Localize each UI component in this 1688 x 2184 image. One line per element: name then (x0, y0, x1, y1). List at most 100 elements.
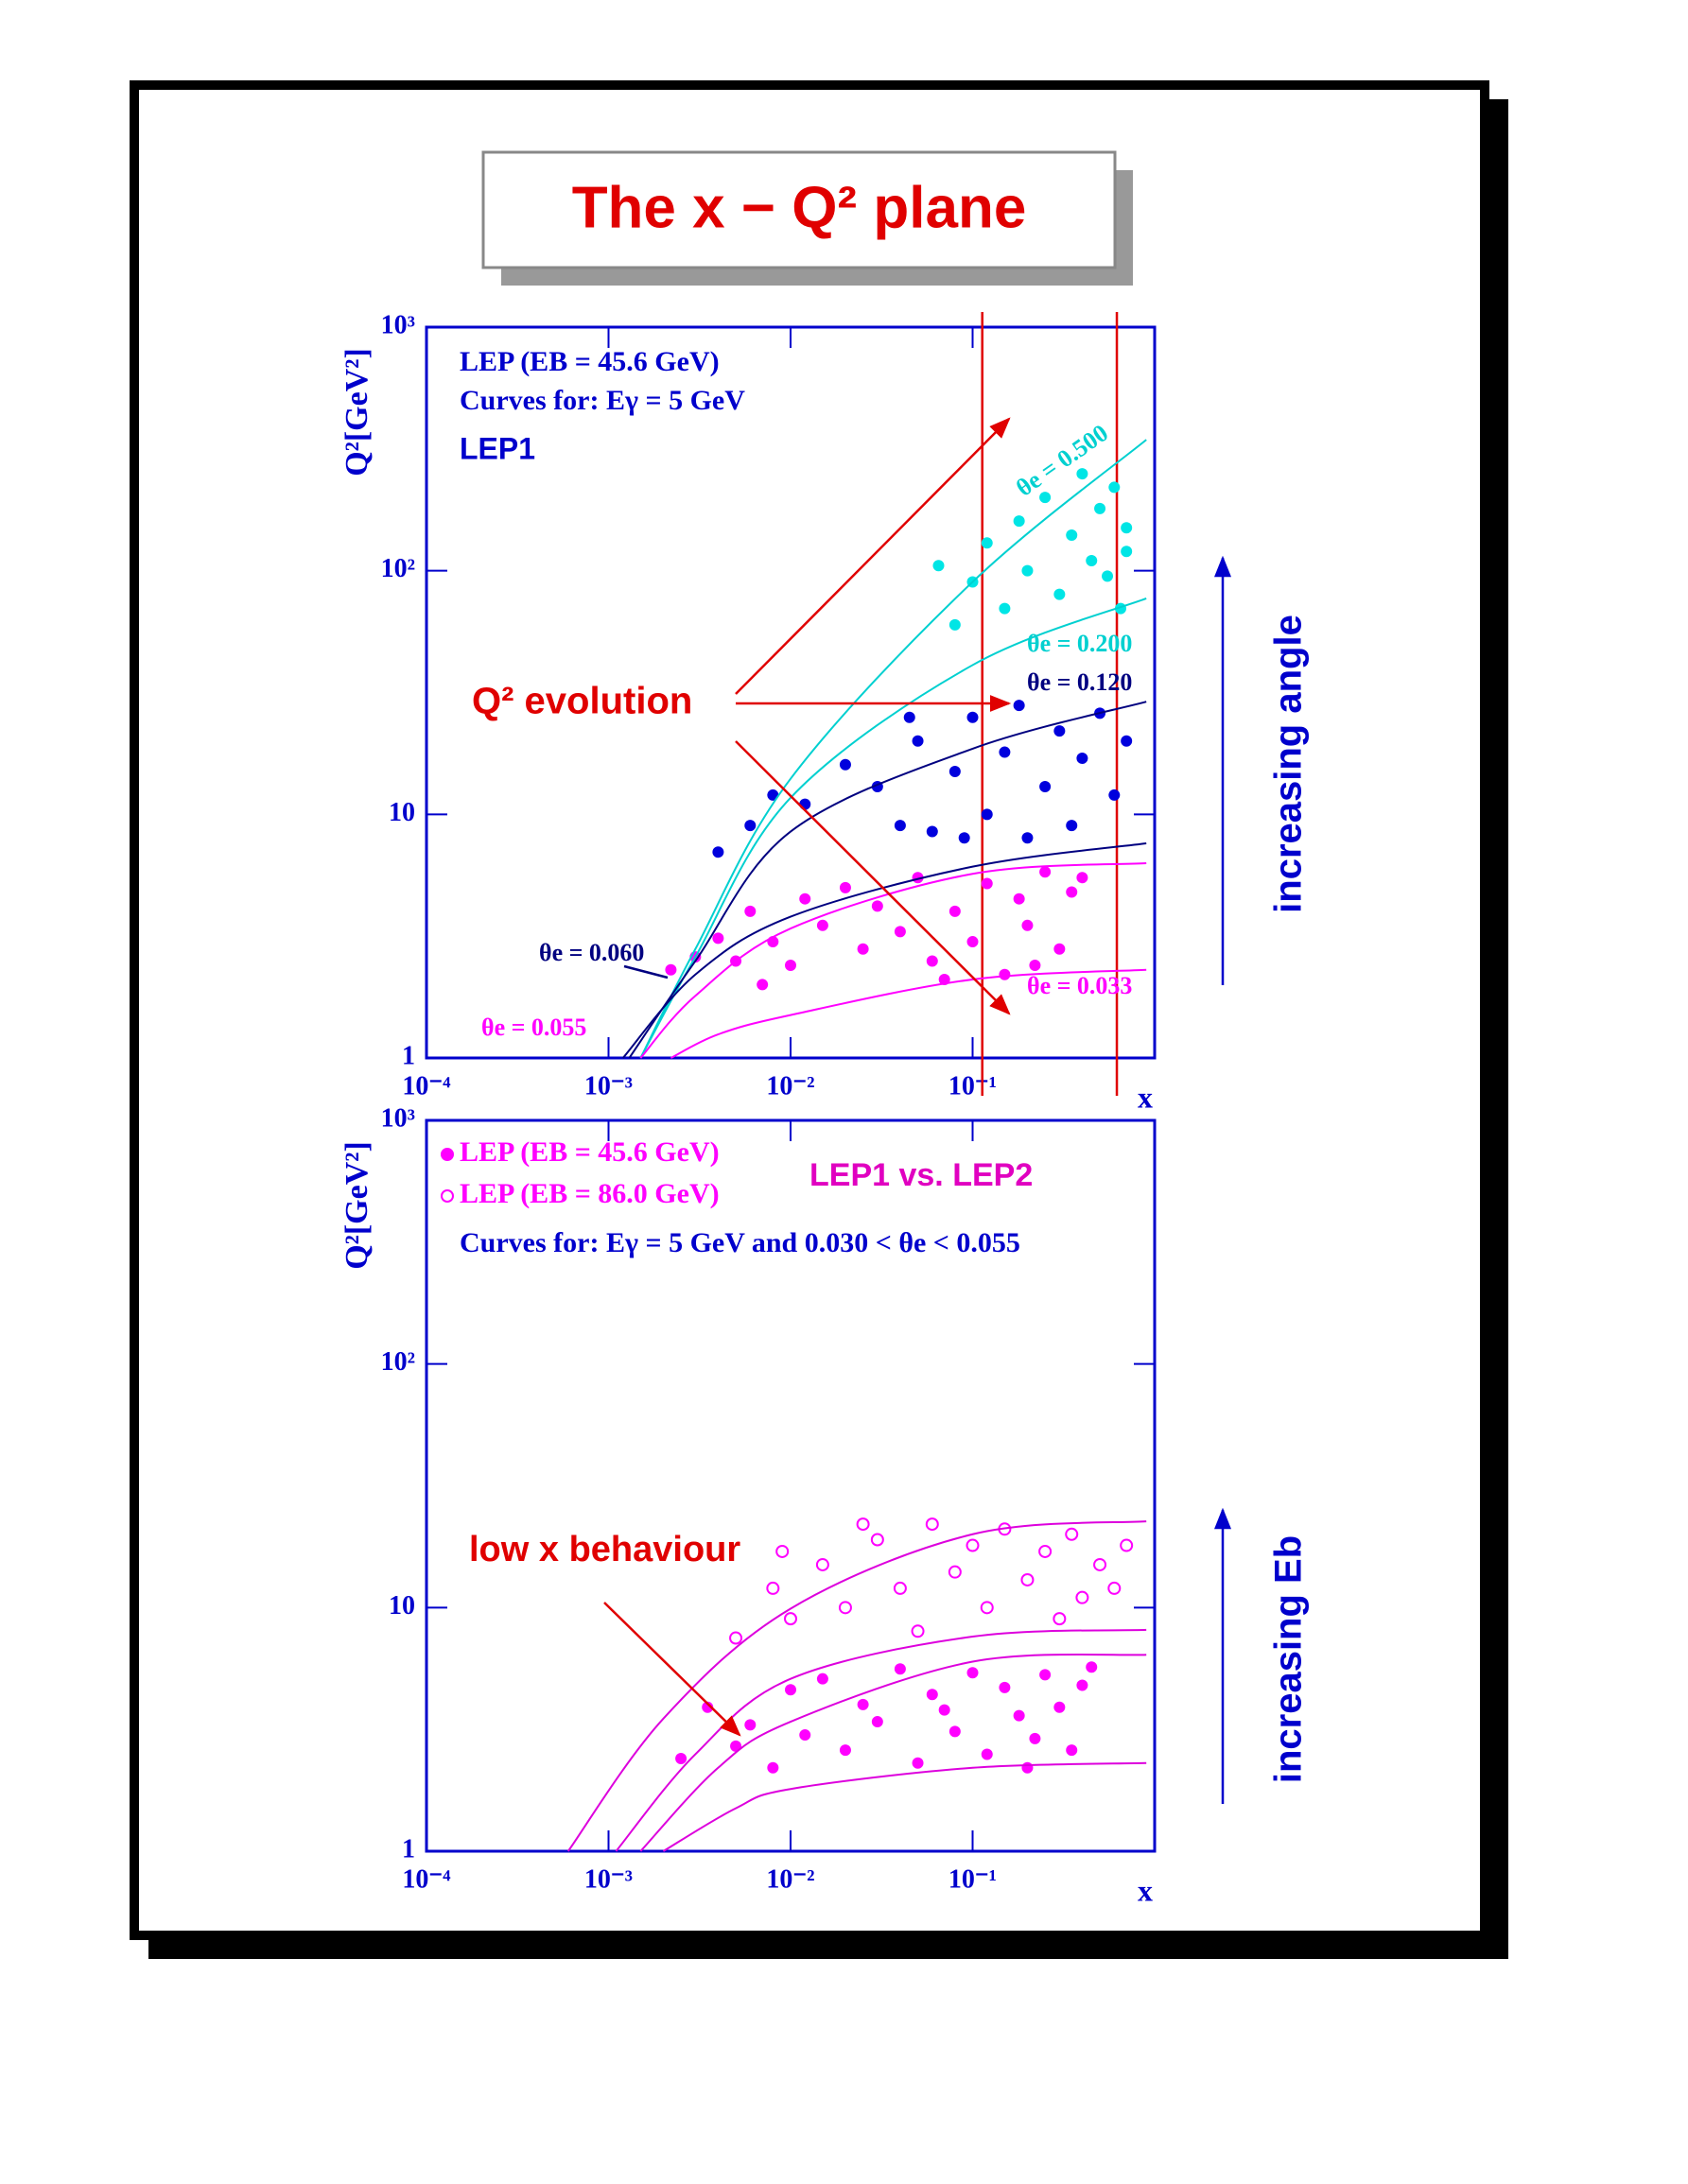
data-point (1039, 866, 1052, 878)
data-point (893, 1581, 907, 1595)
data-point (1029, 960, 1041, 972)
annotation: LEP (EB = 45.6 GeV) (460, 346, 720, 377)
data-point (999, 746, 1011, 758)
curve (615, 1628, 1147, 1852)
data-point (1053, 1612, 1067, 1626)
page-title: The x − Q² plane (572, 175, 1027, 240)
data-point (784, 1612, 797, 1626)
data-point (894, 926, 906, 938)
data-point (912, 1757, 924, 1769)
data-point (1039, 492, 1052, 504)
data-point (980, 1601, 994, 1615)
annotation: Q² evolution (472, 681, 692, 722)
leader-line (623, 964, 669, 979)
curve-label: θe = 0.033 (1027, 972, 1132, 999)
data-point (1121, 735, 1133, 747)
data-point (1102, 570, 1114, 582)
data-point (839, 1744, 851, 1757)
y-tick-label: 10³ (381, 310, 415, 339)
curve-label: θe = 0.055 (481, 1014, 586, 1041)
x-tick-label: 10⁻² (766, 1864, 814, 1894)
legend-marker (441, 1189, 454, 1203)
data-point (966, 936, 979, 948)
curve (670, 968, 1147, 1059)
data-point (1020, 1572, 1035, 1586)
data-point (926, 825, 938, 838)
legend-label: LEP (EB = 45.6 GeV) (460, 1136, 720, 1168)
data-point (1076, 872, 1088, 884)
data-point (1013, 515, 1025, 528)
data-point (785, 1684, 796, 1696)
data-point (1053, 1701, 1066, 1713)
x-axis-label: x (1138, 1080, 1153, 1114)
arrows (603, 417, 1231, 1804)
y-axis-label: Q²[GeV²] (339, 348, 374, 477)
curve (639, 862, 1147, 1059)
data-point (785, 960, 796, 972)
data-point (665, 963, 677, 976)
data-point (925, 1517, 939, 1532)
data-point (775, 1544, 790, 1558)
curve (662, 1761, 1147, 1852)
data-point (744, 905, 757, 917)
data-point (744, 1719, 757, 1731)
data-point (1107, 1581, 1122, 1595)
data-point (926, 1689, 938, 1701)
data-point (948, 905, 961, 917)
curve-label: θe = 0.200 (1027, 630, 1132, 657)
y-axis-label: Q²[GeV²] (339, 1141, 374, 1270)
y-tick-label: 10 (389, 798, 415, 827)
data-point (911, 1624, 925, 1638)
data-point (757, 979, 769, 991)
data-point (799, 1729, 811, 1742)
data-point (981, 808, 993, 821)
data-point (1108, 481, 1121, 494)
data-point (815, 1557, 829, 1571)
data-point (948, 1565, 962, 1579)
data-point (981, 537, 993, 549)
data-point (1039, 1669, 1052, 1681)
data-point (816, 919, 828, 931)
data-point (702, 1701, 714, 1713)
data-point (712, 846, 724, 858)
data-point (1021, 832, 1034, 844)
x-axis-label: x (1138, 1873, 1153, 1907)
data-point (1038, 1544, 1053, 1558)
annotation: LEP1 (460, 431, 535, 465)
x-tick-label: 10⁻² (766, 1071, 814, 1101)
data-point (981, 877, 993, 890)
curve (628, 701, 1147, 1059)
data-point (1013, 1709, 1025, 1722)
data-point (766, 1581, 780, 1595)
data-point (767, 1761, 779, 1774)
data-point (966, 1667, 979, 1679)
data-point (729, 1631, 743, 1645)
data-point (1021, 919, 1034, 931)
data-point (1121, 522, 1133, 534)
data-point (871, 900, 883, 912)
data-point (838, 1601, 852, 1615)
annotation: increasing angle (1268, 615, 1310, 913)
arrow (603, 1602, 741, 1737)
data-point (1086, 555, 1098, 567)
data-point (1065, 1527, 1079, 1541)
data-point (1053, 943, 1066, 955)
data-point (999, 968, 1011, 980)
data-point (1066, 886, 1078, 898)
data-point (1021, 564, 1034, 577)
data-point (1121, 546, 1133, 558)
curve-label: θe = 0.060 (539, 939, 644, 966)
data-point (1076, 468, 1088, 480)
data-point (871, 1716, 883, 1728)
data-point (966, 711, 979, 723)
data-point (839, 881, 851, 893)
data-point (744, 820, 757, 832)
data-point (1086, 1661, 1098, 1673)
data-point (999, 602, 1011, 615)
data-point (966, 1538, 980, 1552)
data-point (1053, 588, 1066, 600)
data-point (1066, 1744, 1078, 1757)
data-point (894, 1663, 906, 1675)
annotation: low x behaviour (469, 1530, 740, 1569)
annotation: Curves for: Eγ = 5 GeV (460, 385, 745, 416)
